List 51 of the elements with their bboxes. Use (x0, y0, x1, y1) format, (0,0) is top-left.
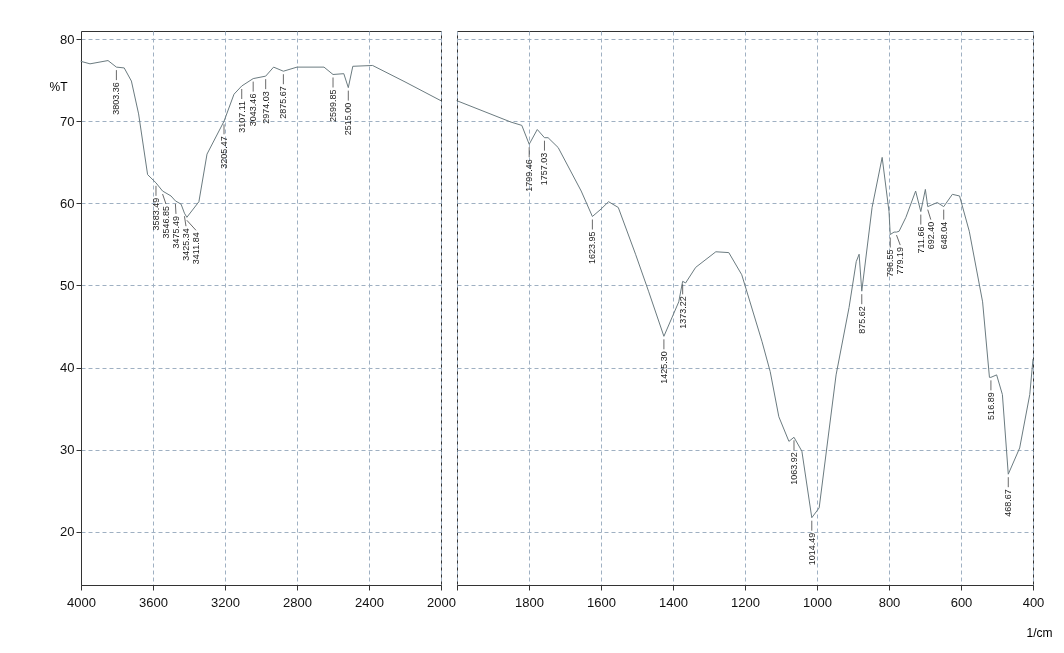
x-tick-label: 2400 (355, 594, 384, 610)
x-tick-label: 1000 (803, 594, 832, 610)
annotation: 711.66 (915, 226, 926, 254)
y-tick-label: 20 (60, 524, 75, 540)
x-tick-label: 3600 (139, 594, 168, 610)
annotation: 1063.92 (788, 452, 799, 485)
x-tick-label: 600 (950, 594, 973, 610)
y-axis-title: %T (49, 79, 69, 94)
annotation: 1799.46 (524, 159, 535, 192)
y-tick-label: 30 (60, 442, 75, 458)
annotation: 3583.49 (150, 197, 161, 231)
x-axis-title: 1/cm (1026, 625, 1053, 640)
annotation: 2515.00 (343, 102, 354, 136)
annotation: 1425.30 (658, 351, 669, 384)
annotation: 1757.03 (539, 152, 550, 186)
y-tick-label: 50 (60, 277, 75, 293)
x-tick-label: 1200 (731, 594, 760, 610)
x-tick-label: 800 (878, 594, 901, 610)
annotation: 3546.85 (160, 206, 171, 239)
annotation: 692.40 (925, 221, 936, 250)
annotation: 796.55 (885, 249, 896, 278)
annotation: 516.89 (985, 392, 996, 420)
x-tick-label: 1800 (515, 594, 544, 610)
annotation: 3107.11 (236, 100, 247, 133)
y-tick-label: 60 (60, 195, 75, 211)
annotation: 3411.84 (190, 232, 201, 265)
annotation: 1623.95 (587, 231, 598, 265)
annotation: 2875.67 (278, 86, 289, 119)
annotation: 3475.49 (170, 215, 181, 249)
y-tick-label: 70 (60, 113, 75, 129)
annotation: 3043.46 (248, 93, 259, 127)
annotation: 648.04 (938, 221, 949, 250)
annotation: 779.19 (895, 247, 906, 275)
x-tick-label: 2800 (283, 594, 312, 610)
annotation: 468.67 (1003, 489, 1014, 517)
y-tick-label: 80 (60, 31, 75, 47)
annotation: 2974.03 (260, 91, 271, 124)
annotation: 3803.36 (111, 82, 122, 115)
annotation: 875.62 (856, 306, 867, 334)
annotation: 3425.34 (180, 228, 191, 261)
x-tick-label: 4000 (67, 594, 96, 610)
annotation: 1373.22 (677, 296, 688, 329)
x-tick-label: 3200 (211, 594, 240, 610)
x-tick-label: 1400 (659, 594, 688, 610)
x-tick-label: 400 (1022, 594, 1045, 610)
x-tick-label: 2000 (427, 594, 456, 610)
annotation: 1014.49 (806, 532, 817, 566)
annotation: 2599.85 (328, 89, 339, 123)
y-tick-label: 40 (60, 360, 75, 375)
annotation: 3205.47 (219, 136, 230, 169)
x-tick-label: 1600 (587, 594, 616, 610)
